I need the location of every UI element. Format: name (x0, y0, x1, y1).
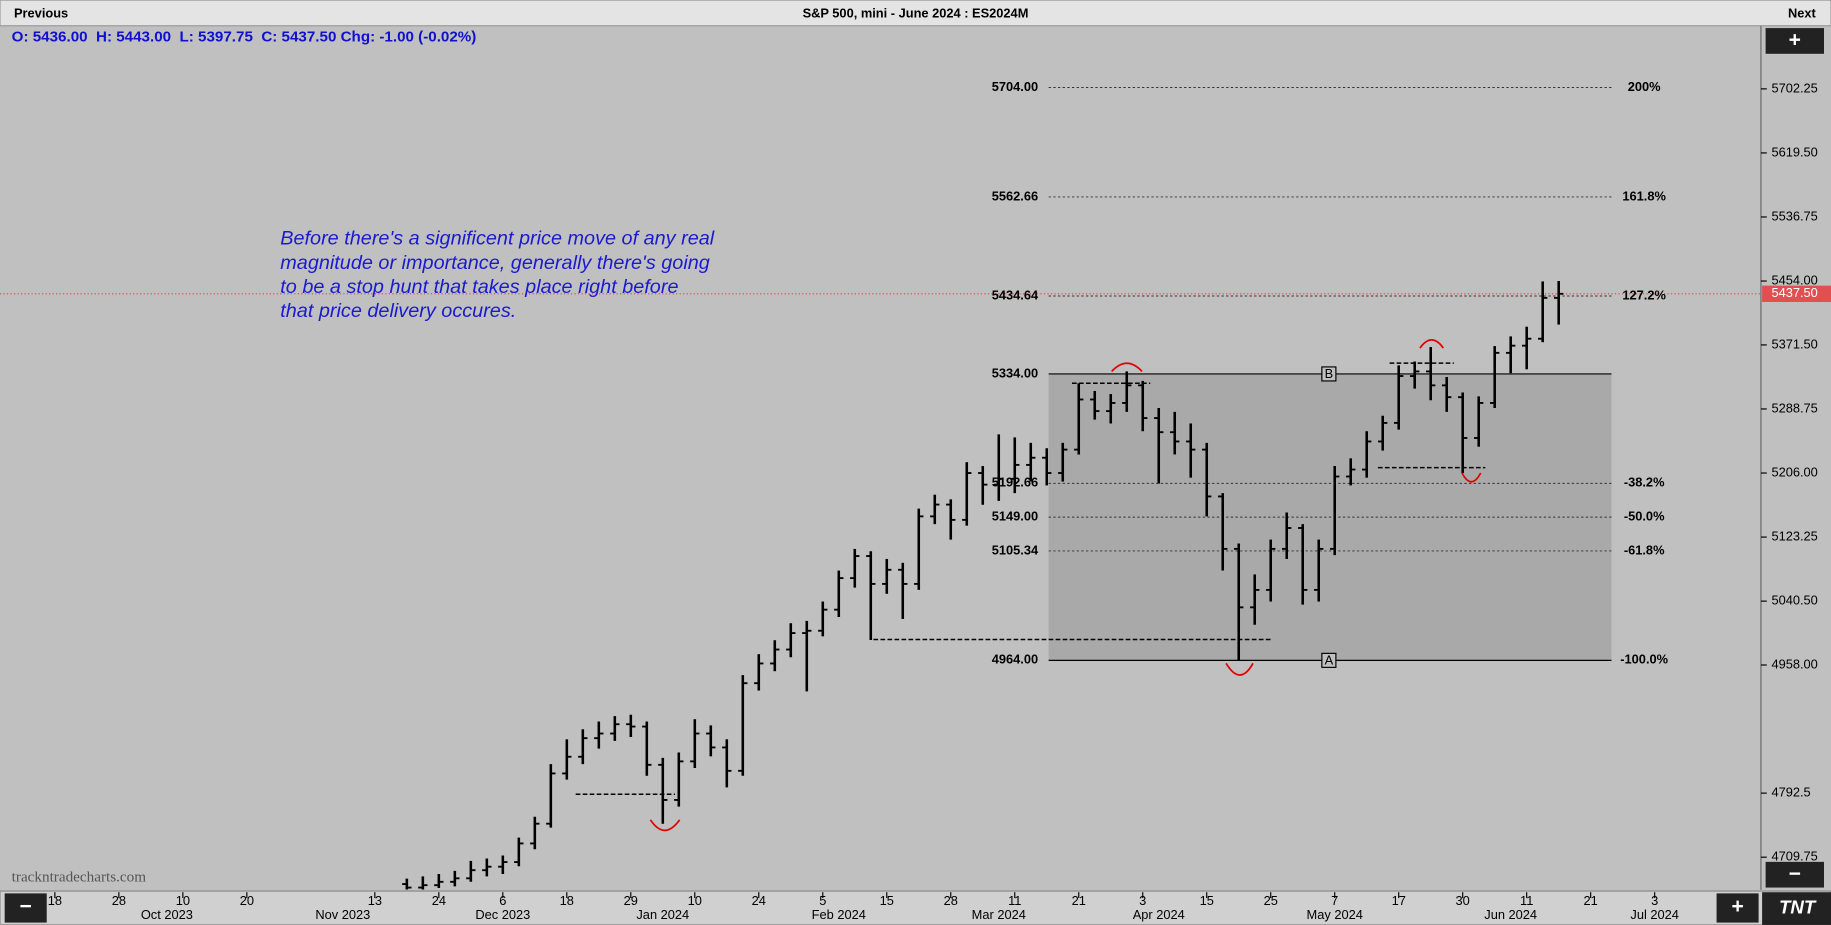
month-label: May 2024 (1307, 907, 1363, 922)
month-label: Nov 2023 (315, 907, 370, 922)
x-tick-label: 21 (1584, 893, 1598, 908)
month-label: Mar 2024 (972, 907, 1026, 922)
annotation: magnitude or importance, generally there… (280, 252, 710, 274)
scroll-right-label[interactable]: + (1731, 895, 1743, 918)
month-label: Jun 2024 (1484, 907, 1537, 922)
arc (1461, 472, 1482, 483)
y-tick-label: 5123.25 (1771, 528, 1817, 543)
x-tick-label: 29 (624, 893, 638, 908)
x-tick-label: 3 (1651, 893, 1658, 908)
x-tick-label: 6 (499, 893, 506, 908)
month-label: Apr 2024 (1133, 907, 1185, 922)
arc (649, 819, 681, 832)
stop-hunt-arcs (649, 339, 1482, 832)
previous-button[interactable]: Previous (14, 5, 68, 20)
scroll-left-button[interactable] (4, 893, 47, 923)
annotation: Before there's a significent price move … (280, 228, 715, 250)
x-tick-label: 18 (560, 893, 574, 908)
level-price: 5334.00 (992, 365, 1038, 380)
x-tick-label: 10 (688, 893, 702, 908)
level-price: 5704.00 (992, 79, 1038, 94)
x-tick-label: 25 (1264, 893, 1278, 908)
level-price: 5192.66 (992, 475, 1038, 490)
x-tick-label: 30 (1456, 893, 1470, 908)
y-tick-label: 4958.00 (1771, 656, 1817, 671)
y-tick-label: 5371.50 (1771, 336, 1817, 351)
y-tick-label: 5619.50 (1771, 144, 1817, 159)
watermark: trackntradecharts.com (12, 869, 147, 886)
x-tick-label: 10 (176, 893, 190, 908)
x-tick-label: 20 (240, 893, 254, 908)
y-tick-label: 5702.25 (1771, 80, 1817, 95)
month-label: Oct 2023 (141, 907, 193, 922)
current-price-label: 5437.50 (1771, 285, 1817, 300)
level-ratio: 127.2% (1622, 287, 1666, 302)
x-tick-label: 18 (48, 893, 62, 908)
x-tick-label: 15 (1200, 893, 1214, 908)
y-tick-label: 5536.75 (1771, 208, 1817, 223)
x-tick-label: 3 (1139, 893, 1146, 908)
point-marker (1321, 366, 1337, 382)
month-label: Jan 2024 (636, 907, 689, 922)
y-tick-label: 5288.75 (1771, 400, 1817, 415)
header-bar (0, 0, 1831, 27)
y-tick-label: 4792.5 (1771, 785, 1810, 800)
level-ratio: -50.0% (1624, 509, 1665, 524)
x-tick-label: 13 (368, 893, 382, 908)
logo: TNT (1779, 897, 1817, 918)
x-tick-label: 28 (944, 893, 958, 908)
x-tick-label: 17 (1392, 893, 1406, 908)
level-ratio: -61.8% (1624, 542, 1665, 557)
plot-area (0, 87, 1761, 890)
level-price: 5105.34 (992, 542, 1039, 557)
arc (1111, 362, 1143, 373)
annotation: to be a stop hunt that takes place right… (280, 276, 678, 298)
zoom-out-label[interactable]: − (1789, 862, 1801, 885)
level-ratio: 200% (1628, 79, 1661, 94)
point-label: B (1325, 366, 1334, 381)
logo-box (1762, 892, 1831, 925)
current-price-box (1762, 285, 1831, 302)
annotation: that price delivery occures. (280, 300, 516, 322)
x-tick-label: 24 (752, 893, 766, 908)
arc (1419, 339, 1445, 349)
level-price: 5434.64 (992, 287, 1039, 302)
y-tick-label: 5454.00 (1771, 272, 1817, 287)
x-tick-label: 5 (819, 893, 826, 908)
month-label: Jul 2024 (1630, 907, 1679, 922)
level-ratio: -100.0% (1620, 652, 1668, 667)
level-ratio: 161.8% (1622, 188, 1666, 203)
next-button[interactable]: Next (1788, 5, 1817, 20)
point-marker (1321, 652, 1337, 668)
level-price: 5562.66 (992, 188, 1038, 203)
x-tick-label: 11 (1520, 893, 1533, 908)
x-tick-label: 24 (432, 893, 446, 908)
x-tick-label: 21 (1072, 893, 1086, 908)
y-tick-label: 4709.75 (1771, 849, 1817, 864)
level-price: 5149.00 (992, 509, 1038, 524)
x-tick-label: 15 (880, 893, 894, 908)
zoom-out-button[interactable] (1765, 861, 1824, 888)
point-label: A (1325, 652, 1334, 667)
scroll-right-button[interactable] (1716, 893, 1759, 923)
level-price: 4964.00 (992, 652, 1038, 667)
date-axis-bar (0, 890, 1831, 925)
arc (1225, 662, 1254, 676)
zoom-in-label[interactable]: + (1789, 28, 1801, 51)
month-label: Feb 2024 (812, 907, 866, 922)
level-ratio: -38.2% (1624, 475, 1665, 490)
x-tick-label: 7 (1331, 893, 1338, 908)
zoom-in-button[interactable] (1765, 28, 1824, 54)
y-tick-label: 5206.00 (1771, 464, 1817, 479)
x-tick-label: 28 (112, 893, 126, 908)
month-label: Dec 2023 (475, 907, 530, 922)
y-tick-label: 5040.50 (1771, 593, 1817, 608)
chart-title: S&P 500, mini - June 2024 : ES2024M (803, 5, 1029, 20)
ohlc-info: O: 5436.00 H: 5443.00 L: 5397.75 C: 5437… (12, 28, 477, 45)
x-tick-label: 11 (1008, 893, 1021, 908)
scroll-left-label[interactable]: − (20, 895, 32, 918)
